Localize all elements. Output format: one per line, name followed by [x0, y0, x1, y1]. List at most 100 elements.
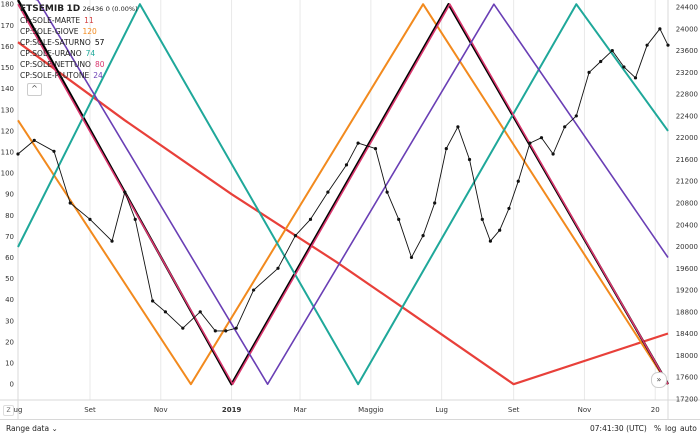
main-interval: 1D: [66, 4, 81, 14]
series-point: [133, 217, 137, 221]
right-axis-tick-label: 22400: [676, 112, 698, 120]
right-axis-tick-label: 19600: [676, 265, 698, 273]
series-point: [551, 152, 555, 156]
series-point: [599, 59, 603, 64]
main-value: 26436: [82, 5, 104, 13]
legend-item-value: 11: [84, 16, 94, 25]
time-axis-tick-label: 2019: [222, 406, 242, 414]
right-axis-tick-label: 17200: [676, 395, 698, 403]
left-axis-tick-label: 110: [1, 148, 14, 156]
time-axis-tick-label: Nov: [578, 406, 592, 414]
left-axis-tick-label: 150: [1, 64, 14, 72]
time-axis-tick-label: Set: [508, 406, 520, 414]
series-point: [163, 310, 168, 314]
right-axis-tick-label: 20400: [676, 221, 698, 229]
series-point: [68, 201, 72, 205]
left-axis-tick-label: 20: [5, 338, 14, 346]
log-toggle[interactable]: log: [665, 424, 677, 433]
series-point: [397, 217, 401, 221]
series-line: [17, 3, 669, 386]
series-line: [17, 3, 669, 386]
series-point: [356, 141, 360, 145]
legend-item-value: 74: [85, 49, 96, 58]
series-point: [622, 65, 626, 69]
right-axis-tick-label: 17600: [676, 374, 698, 382]
chart-series-layer: [16, 0, 670, 386]
legend-item-value: 80: [94, 60, 105, 69]
series-point: [610, 49, 614, 53]
series-point: [276, 266, 280, 270]
series-point: [373, 146, 378, 151]
chart-grid: [0, 0, 700, 419]
collapse-legend-button[interactable]: ^: [27, 83, 42, 96]
time-axis-tick-label: ug: [14, 406, 23, 414]
series-point: [326, 190, 330, 194]
left-axis-tick-label: 100: [1, 170, 14, 178]
series-line: [17, 41, 669, 386]
legend-item[interactable]: CP:SOLE-MARTE 11: [20, 15, 138, 26]
left-axis-tick-label: 40: [5, 296, 14, 304]
range-dropdown[interactable]: Range data ⌄: [6, 424, 58, 433]
legend-item-value: 57: [94, 38, 105, 47]
series-point: [123, 190, 127, 194]
series-point: [666, 43, 670, 47]
left-axis-tick-label: 10: [5, 360, 14, 368]
left-axis-tick-label: 130: [1, 106, 14, 114]
time-axis[interactable]: ug Set Nov 2019 Mar Maggio Lug Set Nov 20: [14, 406, 660, 414]
legend-main-row[interactable]: FTSEMIB 1D 26436 0 (0.00%): [20, 3, 138, 15]
legend-item[interactable]: CP:SOLE-NETTUNO 80: [20, 59, 138, 70]
left-axis: 0 10 20 30 40 50 60 70 80 90 100 110 120 130 140 150 160…: [1, 1, 14, 389]
right-axis-tick-label: 23200: [676, 69, 698, 77]
series-point: [213, 329, 217, 333]
series-point: [110, 239, 114, 243]
legend-item[interactable]: CP:SOLE-GIOVE 120: [20, 26, 138, 37]
series-point: [528, 141, 532, 145]
right-axis-tick-label: 21200: [676, 178, 698, 186]
right-axis-tick-label: 22000: [676, 134, 698, 142]
series-point: [198, 310, 202, 314]
legend-item[interactable]: CP:SOLE-SATURNO 57: [20, 37, 138, 48]
clock[interactable]: 07:41:30 (UTC): [590, 424, 647, 433]
legend-item[interactable]: CP:SOLE-URANO 74: [20, 48, 138, 59]
series-point: [234, 326, 238, 330]
main-change: 0 (0.00%): [105, 5, 138, 13]
left-axis-tick-label: 70: [5, 233, 14, 241]
series-point: [308, 217, 313, 221]
series-point: [467, 157, 472, 162]
auto-toggle[interactable]: auto: [680, 424, 697, 433]
legend-item[interactable]: CP:SOLE-PLUTONE 24: [20, 70, 138, 81]
series-point: [507, 206, 511, 211]
series-point: [409, 255, 414, 260]
series-point: [433, 201, 437, 205]
time-axis-tick-label: Set: [84, 406, 96, 414]
main-symbol: FTSEMIB: [20, 4, 65, 14]
right-axis-tick-label: 21600: [676, 156, 698, 164]
left-axis-tick-label: 30: [5, 317, 14, 325]
chevron-down-icon: ⌄: [51, 424, 58, 433]
time-axis-tick-label: Maggio: [358, 406, 383, 414]
legend-item-label: CP:SOLE-NETTUNO: [20, 60, 91, 69]
series-point: [456, 125, 460, 129]
left-axis-tick-label: 50: [5, 275, 14, 283]
right-axis-tick-label: 23600: [676, 47, 698, 55]
series-point: [181, 326, 185, 330]
right-axis-tick-label: 24400: [676, 4, 698, 12]
go-to-date-icon[interactable]: Z: [3, 405, 14, 416]
series-point: [252, 288, 256, 292]
legend-item-label: CP:SOLE-GIOVE: [20, 27, 79, 36]
series-point: [444, 146, 448, 151]
series-point: [563, 125, 567, 129]
scroll-to-realtime-button[interactable]: »: [651, 372, 667, 388]
series-point: [633, 76, 638, 80]
legend-item-label: CP:SOLE-SATURNO: [20, 38, 91, 47]
left-axis-tick-label: 0: [10, 381, 14, 389]
percent-toggle[interactable]: %: [654, 424, 662, 433]
right-axis-tick-label: 20800: [676, 199, 698, 207]
right-axis-tick-label: 24000: [676, 25, 698, 33]
legend: FTSEMIB 1D 26436 0 (0.00%) CP:SOLE-MARTE…: [20, 3, 138, 81]
series-point: [539, 136, 544, 140]
series-point: [516, 179, 520, 183]
left-axis-tick-label: 120: [1, 127, 14, 135]
series-point: [645, 43, 649, 47]
